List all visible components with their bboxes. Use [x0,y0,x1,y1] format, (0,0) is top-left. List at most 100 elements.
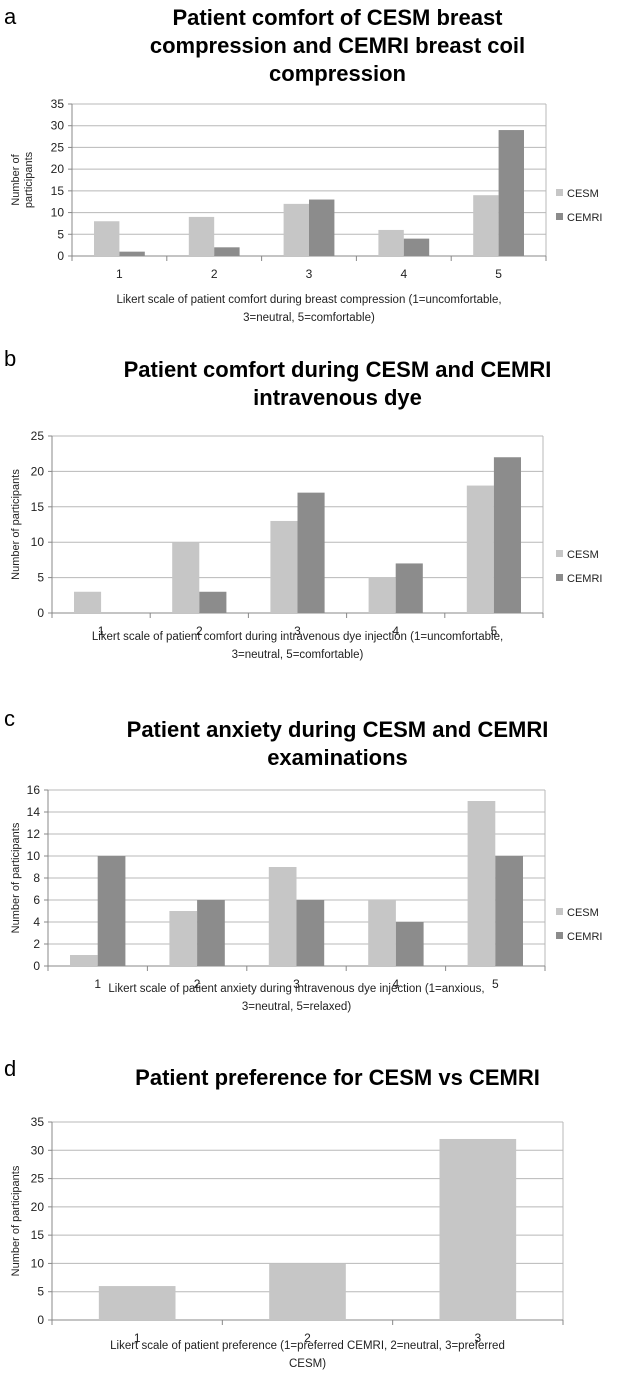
x-axis-label: Likert scale of patient anxiety during i… [108,983,484,995]
x-tick-label: 4 [393,977,400,991]
legend-swatch [556,908,563,915]
x-tick-label: 3 [294,624,301,638]
x-axis-label: 3=neutral, 5=relaxed) [242,1001,351,1013]
legend-label: CEMRI [567,573,602,585]
bar-cemri-2 [199,591,227,613]
panel-a: a Patient comfort of CESM breast compres… [0,0,630,330]
chart-title-line: compression and CEMRI breast coil [149,33,526,58]
legend-swatch [556,574,563,581]
x-tick-label: 1 [98,624,105,638]
bar-cesm-4 [368,900,396,966]
bar-cemri-2 [214,247,240,256]
bar-cesm-1 [94,221,120,256]
panel-letter: a [4,4,17,29]
y-tick-label: 25 [31,429,45,443]
chart-title: Patient anxiety during CESM and CEMRI ex… [60,716,615,772]
bar-cemri-3 [297,492,325,613]
chart-title: Patient comfort of CESM breast compressi… [60,4,615,88]
bar-cemri-5 [498,130,524,256]
y-tick-label: 4 [33,915,40,929]
x-tick-label: 2 [194,977,201,991]
bar-cesm-3 [270,520,298,613]
panel-b: b Patient comfort during CESM and CEMRI … [0,340,630,685]
bar-cesm-3 [283,203,309,256]
x-tick-label: 1 [134,1331,141,1345]
y-tick-label: 5 [37,571,44,585]
y-axis-label: Number of participants [10,822,22,933]
x-axis-label: 3=neutral, 5=comfortable) [243,312,375,324]
y-tick-label: 25 [51,140,65,154]
y-tick-label: 30 [51,119,65,133]
bar-cesm-5 [473,195,499,256]
y-tick-label: 0 [37,606,44,620]
panel-c: c Patient anxiety during CESM and CEMRI … [0,700,630,1025]
bar-cemri-1 [97,856,126,966]
chart-title-line: compression [269,61,406,86]
panel-letter: c [4,706,15,731]
y-tick-label: 15 [31,1228,45,1242]
bar-cesm-2 [188,216,215,256]
y-tick-label: 20 [51,162,65,176]
y-tick-label: 30 [31,1143,45,1157]
legend-label: CESM [567,188,599,200]
y-tick-label: 0 [57,249,64,263]
bar-cemri-3 [296,900,325,966]
x-tick-label: 1 [116,267,123,281]
bar-cesm-2 [169,911,198,966]
x-tick-label: 3 [293,977,300,991]
y-tick-label: 5 [57,227,64,241]
bar-cesm-1 [70,955,98,966]
panel-letter: b [4,346,17,371]
x-tick-label: 2 [196,624,203,638]
bar-value-1 [98,1286,176,1320]
x-tick-label: 5 [492,977,499,991]
bar-cesm-3 [268,867,297,966]
y-tick-label: 10 [31,535,45,549]
y-tick-label: 20 [31,1200,45,1214]
y-tick-label: 16 [27,783,41,797]
bar-cemri-2 [197,900,225,966]
x-tick-label: 3 [474,1331,481,1345]
y-axis-label: Number of participants [10,1165,22,1276]
panel-d: d Patient preference for CESM vs CEMRI 0… [0,1040,630,1386]
bar-value-2 [269,1263,346,1320]
chart-title: Patient comfort during CESM and CEMRI in… [60,356,615,412]
y-tick-label: 10 [27,849,41,863]
bar-cesm-1 [74,591,102,613]
x-axis-label: Likert scale of patient comfort during b… [116,294,501,306]
bar-cemri-4 [395,922,424,966]
bar-cemri-4 [403,238,430,256]
y-tick-label: 15 [51,184,65,198]
chart-title-line: Patient preference for CESM vs CEMRI [135,1065,540,1090]
y-tick-label: 15 [31,500,45,514]
y-axis-label: participants [23,151,35,208]
bar-cemri-3 [309,199,335,256]
legend-swatch [556,189,563,196]
x-tick-label: 3 [306,267,313,281]
legend-swatch [556,213,563,220]
y-tick-label: 2 [33,937,40,951]
x-axis-label: Likert scale of patient preference (1=pr… [110,1340,505,1352]
bar-cesm-2 [172,542,200,613]
legend-label: CEMRI [567,212,602,224]
y-tick-label: 14 [27,805,41,819]
legend-label: CESM [567,549,599,561]
chart-title-line: Patient comfort during CESM and CEMRI [123,357,552,382]
y-tick-label: 35 [51,97,65,111]
bar-cemri-5 [493,457,521,613]
bar-chart-d: 0 5 10 15 20 25 30 35 1 2 3 Number of participants L… [10,1115,564,1370]
bar-cesm-4 [368,577,396,613]
y-axis-label: Number of participants [10,469,22,580]
legend-swatch [556,550,563,557]
y-axis-label: Number of [10,153,22,205]
x-axis-label: 3=neutral, 5=comfortable) [232,649,364,661]
x-tick-label: 2 [211,267,218,281]
bar-cemri-4 [395,563,423,613]
legend-swatch [556,932,563,939]
x-axis-label: CESM) [289,1358,326,1370]
y-tick-label: 25 [31,1172,45,1186]
legend-label: CESM [567,907,599,919]
y-tick-label: 20 [31,464,45,478]
x-tick-label: 1 [94,977,101,991]
y-tick-label: 0 [33,959,40,973]
